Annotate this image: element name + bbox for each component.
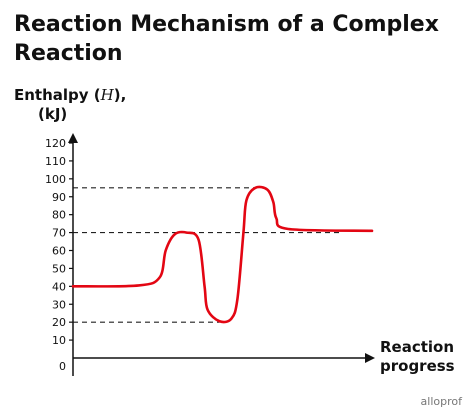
y-tick-label-30: 30 [52, 298, 66, 311]
y-tick-label-110: 110 [45, 155, 66, 168]
y-axis-label: Enthalpy (H), (kJ) [14, 86, 164, 124]
y-tick-label-10: 10 [52, 334, 66, 347]
x-axis-label: Reaction progress [380, 338, 470, 376]
enthalpy-curve-0 [71, 185, 374, 324]
y-tick-label-40: 40 [52, 280, 66, 293]
brand-logo: alloprof [420, 395, 462, 408]
y-axis-unit: (kJ) [38, 105, 68, 123]
y-tick-label-60: 60 [52, 245, 66, 258]
y-axis-label-close: ), [113, 86, 127, 104]
y-tick-label-120: 120 [45, 137, 66, 150]
x-axis-label-line-2: progress [380, 357, 455, 375]
y-tick-label-100: 100 [45, 173, 66, 186]
y-axis-label-text: Enthalpy ( [14, 86, 101, 104]
y-axis-label-variable: H [100, 86, 114, 104]
y-tick-label-90: 90 [52, 191, 66, 204]
y-tick-label-0: 0 [59, 360, 66, 373]
chart-title: Reaction Mechanism of a Complex Reaction [14, 12, 439, 66]
y-tick-label-50: 50 [52, 262, 66, 275]
y-tick-label-70: 70 [52, 227, 66, 240]
x-axis-label-line-1: Reaction [380, 338, 455, 356]
y-tick-label-80: 80 [52, 209, 66, 222]
y-tick-label-20: 20 [52, 316, 66, 329]
